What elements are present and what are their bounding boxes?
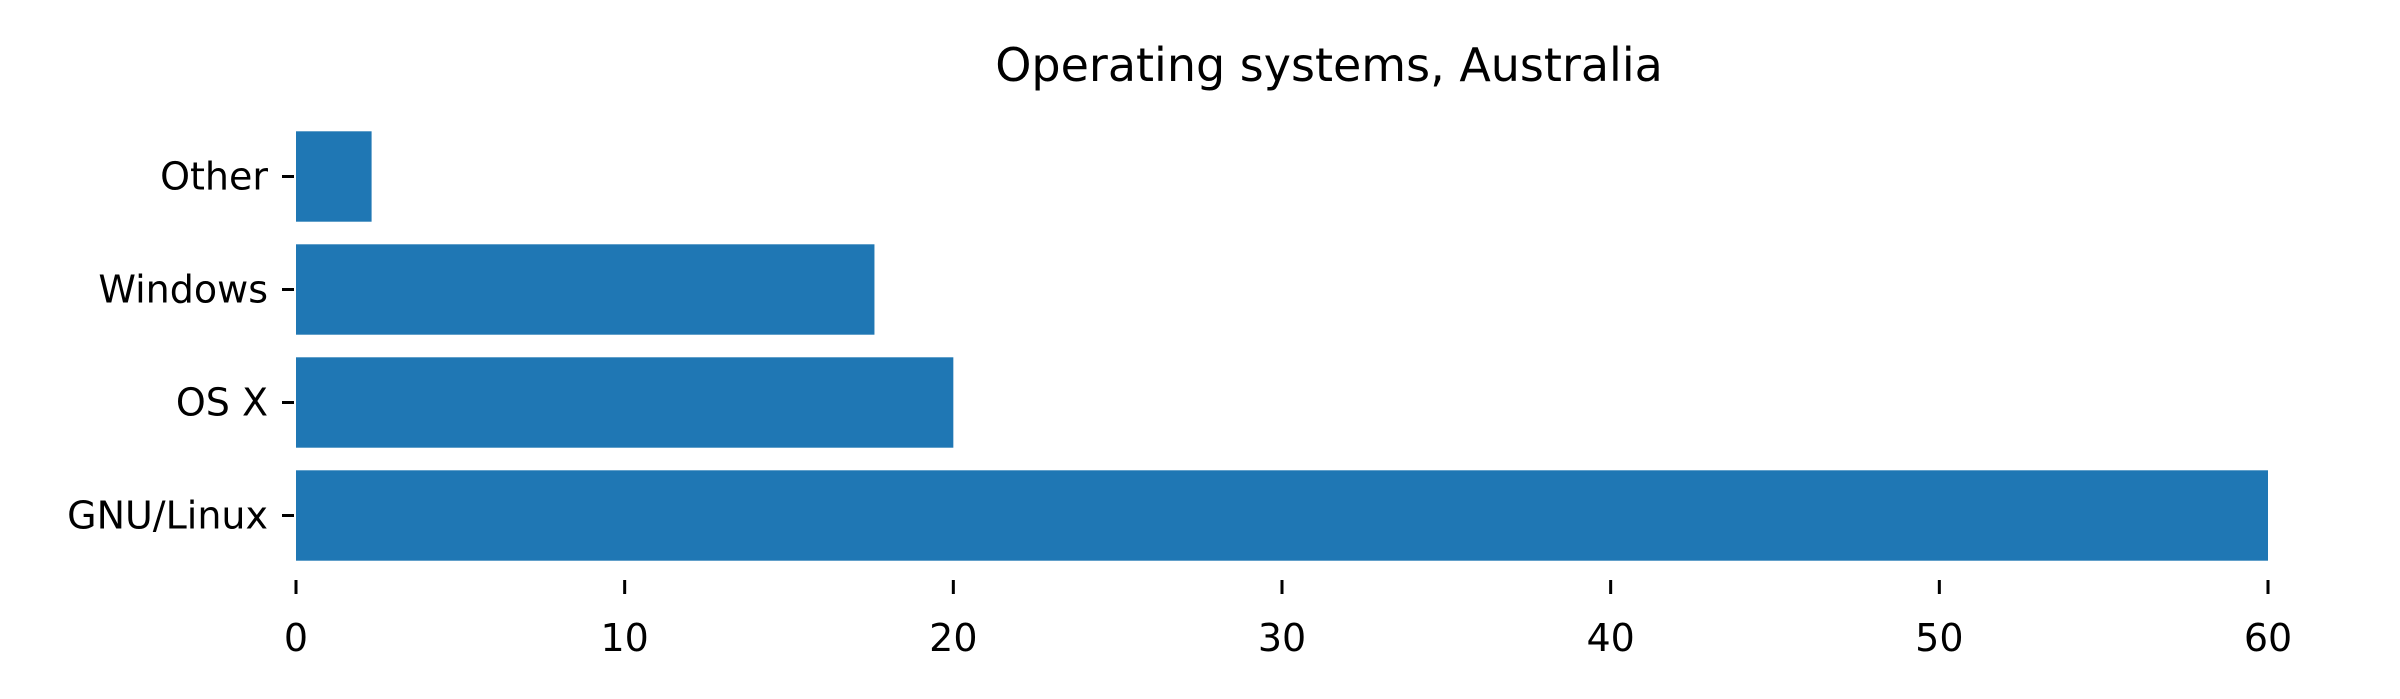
- y-tick-label: Windows: [98, 268, 268, 312]
- x-tick-label: 10: [600, 616, 648, 660]
- y-tick-label: GNU/Linux: [67, 494, 268, 538]
- x-tick-label: 30: [1258, 616, 1306, 660]
- bar-windows: [296, 244, 875, 335]
- x-tick-label: 50: [1915, 616, 1963, 660]
- y-tick-label: Other: [160, 155, 268, 199]
- x-tick-label: 40: [1586, 616, 1634, 660]
- bar-os-x: [296, 357, 954, 448]
- plot-area: GNU/Linux OS X Windows Other 0 10 20 30 40 50 60: [67, 131, 2292, 660]
- chart-title: Operating systems, Australia: [995, 38, 1663, 92]
- bar-other: [296, 131, 372, 222]
- x-tick-label: 60: [2244, 616, 2292, 660]
- x-tick-label: 0: [284, 616, 308, 660]
- y-tick-label: OS X: [176, 381, 268, 425]
- bar-gnu-linux: [296, 470, 2268, 561]
- x-tick-label: 20: [929, 616, 977, 660]
